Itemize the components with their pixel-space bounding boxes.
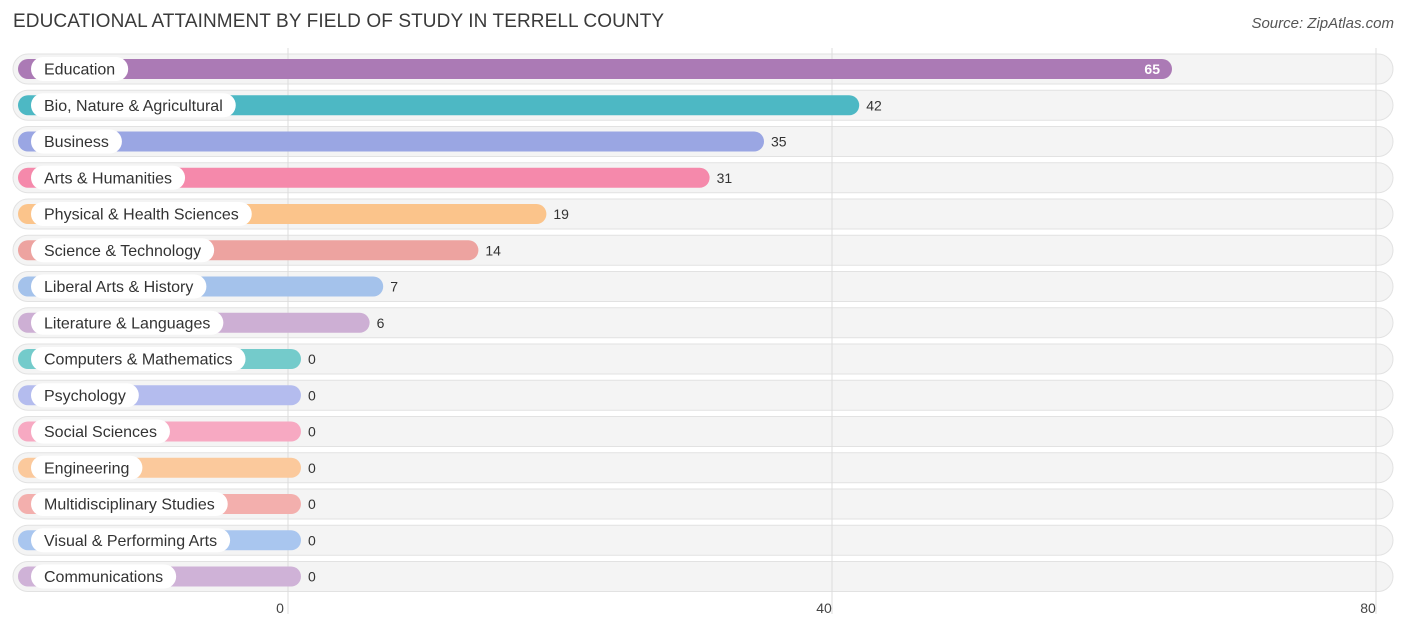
category-label-pill [31, 492, 228, 516]
category-label-pill [31, 455, 143, 480]
bar [18, 131, 764, 152]
category-label: Multidisciplinary Studies [44, 497, 215, 514]
value-label: 42 [866, 97, 882, 113]
category-label-pill [31, 383, 139, 408]
category-label-pill [31, 57, 129, 81]
row-background [12, 561, 1394, 592]
value-label: 0 [308, 496, 316, 512]
value-label: 65 [1144, 61, 1160, 77]
value-label: 6 [377, 315, 385, 331]
category-label-pill [31, 564, 177, 589]
category-label-pill [31, 129, 122, 154]
category-label-pill [31, 310, 224, 335]
category-label: Visual & Performing Arts [44, 533, 217, 550]
value-label: 0 [308, 569, 316, 585]
category-label: Science & Technology [44, 243, 201, 260]
category-label: Arts & Humanities [44, 170, 172, 187]
category-label: Social Sciences [44, 424, 157, 441]
row-background [12, 452, 1394, 484]
chart-title: EDUCATIONAL ATTAINMENT BY FIELD OF STUDY… [13, 11, 665, 32]
category-label: Physical & Health Sciences [44, 207, 239, 224]
category-label: Computers & Mathematics [44, 352, 233, 369]
value-label: 19 [553, 206, 569, 222]
category-label: Liberal Arts & History [44, 279, 193, 296]
category-label-pill [31, 202, 252, 226]
value-label: 35 [771, 134, 787, 150]
value-label: 31 [717, 170, 733, 186]
category-label: Bio, Nature & Agricultural [44, 98, 223, 115]
category-label: Psychology [44, 388, 126, 405]
x-tick-label: 0 [276, 600, 284, 616]
category-label-pill [31, 419, 170, 444]
bar [18, 167, 710, 188]
row-background [12, 524, 1394, 556]
value-label: 0 [308, 460, 316, 476]
row-background [12, 343, 1394, 375]
category-label: Communications [44, 569, 163, 586]
value-label: 7 [390, 279, 398, 295]
category-label: Business [44, 134, 109, 151]
row-background [12, 416, 1394, 447]
value-label: 0 [308, 387, 316, 403]
x-tick-label: 80 [1360, 600, 1376, 616]
category-label-pill [31, 528, 231, 553]
value-label: 0 [308, 351, 316, 367]
value-label: 14 [485, 242, 501, 258]
category-label-pill [31, 347, 246, 371]
bar [18, 59, 1172, 79]
category-label-pill [31, 165, 186, 190]
category-label: Engineering [44, 460, 129, 477]
value-label: 0 [308, 424, 316, 440]
category-label-pill [31, 238, 215, 263]
category-label-pill [31, 274, 207, 299]
chart-source: Source: ZipAtlas.com [1251, 15, 1394, 32]
category-label-pill [31, 93, 236, 118]
value-label: 0 [308, 532, 316, 548]
x-tick-label: 40 [816, 600, 832, 616]
row-background [12, 379, 1394, 411]
row-background [12, 488, 1394, 520]
category-label: Literature & Languages [44, 315, 210, 332]
category-label: Education [44, 62, 115, 79]
